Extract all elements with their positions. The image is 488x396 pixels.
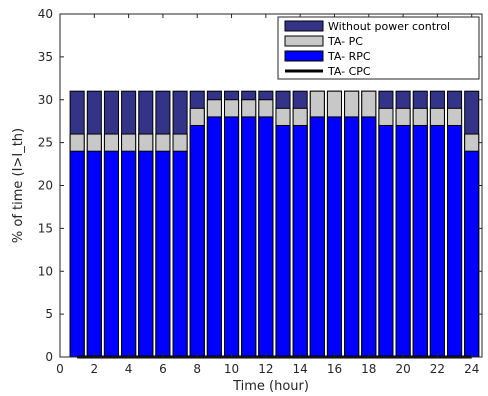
bar-s2-19 [378, 124, 394, 358]
legend: Without power control TA- PC TA- RPC TA- CP… [277, 16, 480, 80]
x-tick-label-16: 16 [327, 362, 342, 376]
bar-s2-23 [447, 124, 463, 358]
y-tick-label-5: 5 [45, 307, 53, 321]
legend-label-ta-cpc: TA- CPC [327, 65, 371, 78]
x-tick-label-24: 24 [464, 362, 479, 376]
bar-s2-10 [224, 116, 240, 358]
bar-s2-8 [189, 124, 205, 358]
x-tick-label-10: 10 [224, 362, 239, 376]
bar-s2-14 [292, 124, 308, 358]
legend-label-without-power-control: Without power control [328, 20, 450, 33]
x-tick-label-18: 18 [361, 362, 376, 376]
legend-swatch-ta-pc [284, 35, 324, 47]
x-tick-label-4: 4 [125, 362, 133, 376]
y-tick-label-40: 40 [38, 7, 53, 21]
y-tick-label-10: 10 [38, 264, 53, 278]
bar-s2-13 [275, 124, 291, 358]
y-tick-label-35: 35 [38, 50, 53, 64]
y-tick-label-0: 0 [45, 350, 53, 364]
x-tick-label-2: 2 [90, 362, 98, 376]
bar-s2-1 [69, 150, 85, 358]
bar-s2-2 [86, 150, 102, 358]
bar-s2-15 [309, 116, 325, 358]
bars-layer [69, 90, 480, 358]
x-tick-label-6: 6 [159, 362, 167, 376]
y-tick-label-25: 25 [38, 136, 53, 150]
y-tick-label-15: 15 [38, 221, 53, 235]
bar-s2-21 [412, 124, 428, 358]
x-tick-label-8: 8 [193, 362, 201, 376]
bar-s2-22 [429, 124, 445, 358]
bar-s2-12 [258, 116, 274, 358]
bar-s2-9 [206, 116, 222, 358]
bar-s2-11 [241, 116, 257, 358]
y-tick-label-30: 30 [38, 93, 53, 107]
bar-s2-3 [103, 150, 119, 358]
bar-s2-17 [344, 116, 360, 358]
bar-s2-5 [138, 150, 154, 358]
y-tick-label-20: 20 [38, 179, 53, 193]
bar-s2-6 [155, 150, 171, 358]
x-tick-label-20: 20 [395, 362, 410, 376]
legend-label-ta-rpc: TA- RPC [327, 50, 371, 63]
bar-s2-24 [464, 150, 480, 358]
legend-swatch-ta-rpc [284, 50, 324, 62]
bar-s2-4 [121, 150, 137, 358]
bar-s2-20 [395, 124, 411, 358]
legend-label-ta-pc: TA- PC [327, 35, 363, 48]
legend-swatch-without-power-control [284, 20, 324, 32]
x-tick-label-22: 22 [430, 362, 445, 376]
x-tick-label-0: 0 [56, 362, 64, 376]
x-axis-label: Time (hour) [232, 379, 309, 394]
bar-s2-7 [172, 150, 188, 358]
bar-s2-18 [361, 116, 377, 358]
x-tick-label-14: 14 [293, 362, 308, 376]
x-tick-label-12: 12 [258, 362, 273, 376]
y-axis-label: % of time (I>I_th) [11, 128, 26, 243]
bar-s2-16 [326, 116, 343, 358]
